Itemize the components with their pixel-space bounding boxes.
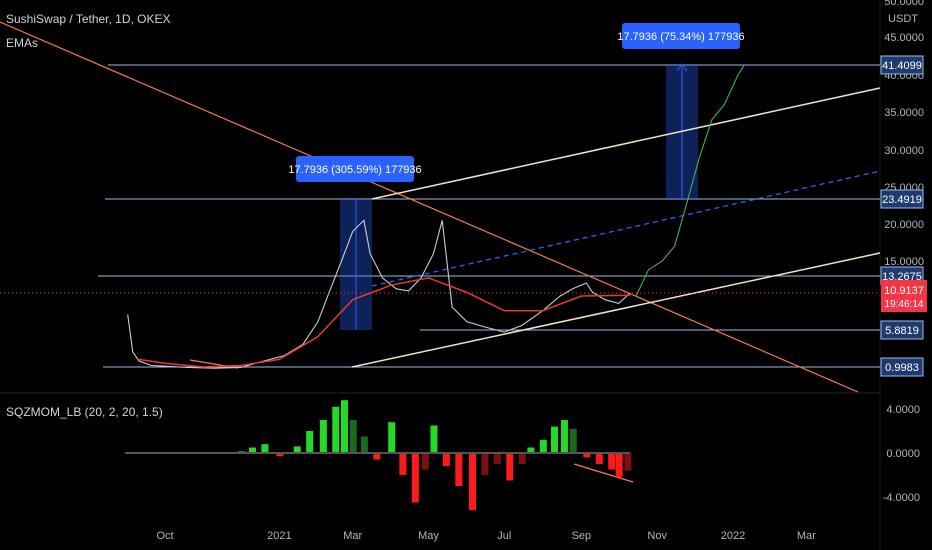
measure-annotation-text: 17.7936 (75.34%) 177936: [617, 31, 744, 43]
histogram-bar: [332, 406, 340, 453]
histogram-bar: [399, 453, 407, 475]
histogram-bar: [506, 453, 514, 481]
histogram-bar: [493, 453, 501, 464]
indicator-axis: 4.0000 0.0000 -4.0000: [883, 404, 920, 504]
histogram-bar: [569, 428, 577, 453]
time-tick-label: May: [418, 530, 439, 542]
time-tick-label: 2021: [267, 530, 291, 542]
measure-annotation-box: [622, 23, 740, 49]
price-tick-label: 45.0000: [884, 32, 924, 44]
current-price-label: 10.9137: [884, 285, 924, 297]
channel-upper-line: [371, 87, 881, 200]
histogram-bar: [527, 447, 535, 453]
time-tick-label: Nov: [647, 530, 667, 542]
level-label-box: [880, 189, 924, 209]
indicator-label[interactable]: SQZMOM_LB (20, 2, 20, 1.5): [6, 405, 163, 419]
price-tick-label: 15.0000: [884, 256, 924, 268]
annotations: 17.7936 (305.59%) 177936 17.7936 (75.34%)…: [288, 23, 745, 182]
histogram-bar: [249, 447, 257, 453]
price-axis: 50.000045.000040.000035.000030.000025.00…: [884, 0, 924, 268]
time-tick-label: 2022: [721, 530, 745, 542]
histogram-bar: [468, 453, 476, 511]
channel-lower-line: [351, 252, 881, 368]
time-tick-label: Jul: [497, 530, 511, 542]
level-label: 0.9983: [885, 362, 919, 374]
time-axis: Oct 2021 Mar May Jul Sep Nov 2022 Mar: [156, 530, 816, 542]
histogram-bar: [442, 453, 450, 467]
histogram-bar: [340, 400, 348, 453]
price-tick-label: 20.0000: [884, 219, 924, 231]
current-price-box: [881, 280, 927, 312]
level-label: 5.8819: [885, 325, 919, 337]
series-line: [138, 277, 630, 368]
histogram-bar: [276, 453, 284, 457]
measure-annotation-text: 17.7936 (305.59%) 177936: [288, 164, 421, 176]
histogram-bar: [430, 425, 438, 453]
price-tick-label: 50.0000: [884, 0, 924, 8]
level-label-box: [880, 357, 924, 377]
histogram-bar: [624, 453, 632, 471]
histogram-bar: [360, 436, 368, 453]
level-label: 41.4099: [882, 60, 922, 72]
time-tick-label: Oct: [156, 530, 173, 542]
histogram-bar: [560, 420, 568, 453]
series-line: [127, 219, 631, 369]
indicator-trendline: [573, 463, 634, 483]
indicator-tick-label: 0.0000: [886, 448, 920, 460]
histogram-bar: [421, 453, 429, 470]
descending-trendline: [0, 21, 859, 393]
axis-labels: 41.409923.491913.26755.88190.998310.9137…: [0, 55, 927, 377]
histogram-bar: [319, 420, 327, 453]
time-tick-label: Mar: [343, 530, 362, 542]
level-label-box: [880, 55, 924, 75]
histogram-bar: [373, 453, 381, 460]
measure-annotation-box: [296, 156, 414, 182]
histogram-bar: [583, 453, 591, 458]
measure-boxes[interactable]: [340, 63, 698, 330]
momentum-histogram: [125, 400, 632, 511]
indicator-tick-label: 4.0000: [886, 404, 920, 416]
histogram-bar: [261, 444, 269, 453]
indicator-tick-label: -4.0000: [883, 492, 920, 504]
histogram-bar: [293, 446, 301, 453]
series-line: [635, 64, 745, 297]
time-tick-label: Mar: [797, 530, 816, 542]
time-tick-label: Sep: [572, 530, 592, 542]
histogram-bar: [595, 453, 603, 464]
measure-arrowhead: [676, 63, 688, 72]
histogram-bar: [481, 453, 489, 475]
price-tick-label: 35.0000: [884, 107, 924, 119]
histogram-bar: [551, 426, 559, 453]
level-label-box: [880, 320, 924, 340]
level-label: 23.4919: [882, 194, 922, 206]
histogram-bar: [455, 453, 463, 486]
histogram-bar: [539, 439, 547, 453]
price-unit: USDT: [888, 13, 918, 25]
histogram-bar: [615, 453, 623, 478]
histogram-bar: [306, 431, 314, 453]
price-series: [127, 64, 745, 369]
channel-midline: [371, 170, 881, 287]
current-price-countdown: 19:46:14: [885, 299, 924, 310]
chart-title[interactable]: SushiSwap / Tether, 1D, OKEX: [6, 12, 171, 26]
histogram-bar: [349, 420, 357, 453]
histogram-bar: [388, 422, 396, 453]
price-tick-label: 30.0000: [884, 145, 924, 157]
trend-lines[interactable]: [0, 21, 881, 483]
overlay-label[interactable]: EMAs: [6, 36, 39, 50]
histogram-bar: [411, 453, 419, 503]
histogram-bar: [518, 453, 526, 464]
histogram-bar: [608, 453, 616, 470]
